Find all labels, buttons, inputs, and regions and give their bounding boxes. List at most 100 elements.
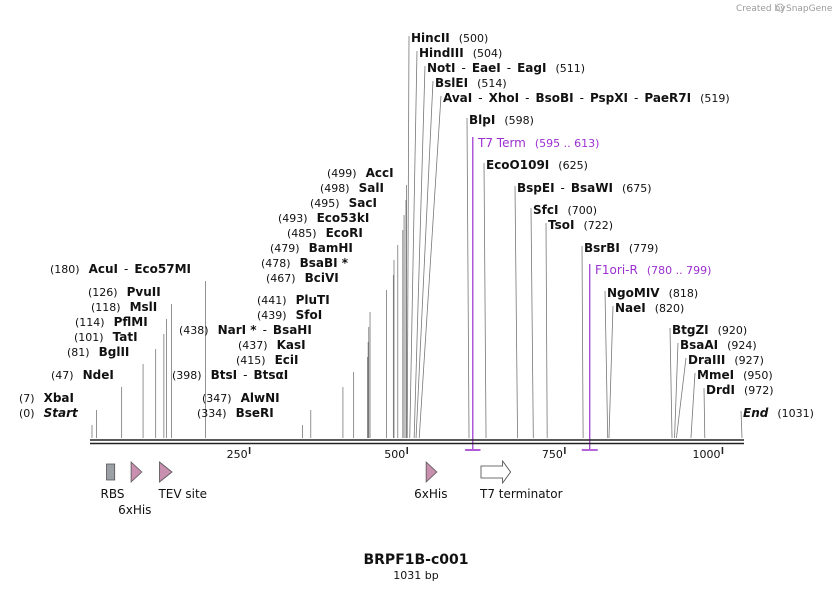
- site-position: (437): [238, 339, 268, 352]
- site-label-tsoi[interactable]: TsoI (722): [548, 218, 613, 232]
- snapgene-logo-icon: [776, 3, 784, 12]
- site-position: (818): [669, 287, 699, 300]
- site-label-xbai[interactable]: (7) XbaI: [19, 391, 74, 405]
- site-label-sfoi[interactable]: (439) SfoI: [257, 308, 322, 322]
- site-name: DraIII: [688, 353, 725, 367]
- site-label-start[interactable]: (0) Start: [19, 406, 79, 420]
- site-label-f1ori-r[interactable]: F1ori-R (780 .. 799): [595, 263, 711, 277]
- site-label-naei[interactable]: NaeI (820): [615, 301, 684, 315]
- site-label-acci[interactable]: (499) AccI: [327, 166, 394, 180]
- site-name: EaeI: [472, 61, 501, 75]
- site-leader-line: [514, 185, 518, 439]
- feature-6xhis-arrow[interactable]: [425, 461, 438, 483]
- site-label-bslei[interactable]: BslEI (514): [435, 76, 507, 90]
- site-label-ecori[interactable]: (485) EcoRI: [287, 226, 363, 240]
- site-label-sfci[interactable]: SfcI (700): [533, 203, 597, 217]
- site-label-acui-eco57mi[interactable]: (180) AcuI - Eco57MI: [50, 262, 191, 276]
- site-label-avai-xhoi-bsobi-pspxi-paer7i[interactable]: AvaI - XhoI - BsoBI - PspXI - PaeR7I (519): [443, 91, 730, 105]
- site-label-hincii[interactable]: HincII (500): [411, 31, 488, 45]
- site-label-mmei[interactable]: MmeI (950): [697, 368, 773, 382]
- feature-label-t7-terminator: T7 terminator: [479, 487, 563, 501]
- site-name: DrdI: [706, 383, 735, 397]
- site-label-btgzi[interactable]: BtgZI (920): [672, 323, 747, 337]
- feature-t7-terminator-arrow[interactable]: [480, 459, 512, 485]
- feature-label-6xhis: 6xHis: [414, 487, 447, 501]
- site-label-draiii[interactable]: DraIII (927): [688, 353, 764, 367]
- site-leader-line: [409, 50, 418, 439]
- site-label-ngomiv[interactable]: NgoMIV (818): [607, 286, 698, 300]
- site-label-sali[interactable]: (498) SalI: [320, 181, 384, 195]
- separator: -: [462, 61, 466, 75]
- separator: -: [478, 91, 482, 105]
- site-label-end[interactable]: End (1031): [743, 406, 814, 420]
- site-position: (924): [727, 339, 757, 352]
- site-label-hindiii[interactable]: HindIII (504): [419, 46, 502, 60]
- site-position: (47): [51, 369, 74, 382]
- site-name: Start: [44, 406, 79, 420]
- site-leader-line: [676, 357, 687, 439]
- separator: -: [525, 91, 529, 105]
- site-label-eco53ki[interactable]: (493) Eco53kI: [278, 211, 369, 225]
- site-label-nari-bsahi[interactable]: (438) NarI * - BsaHI: [179, 323, 312, 337]
- feature-rbs-box[interactable]: [106, 463, 116, 481]
- site-label-bglii[interactable]: (81) BglII: [67, 345, 129, 359]
- site-leader-line: [740, 410, 743, 439]
- site-label-btsi-bts-i[interactable]: (398) BtsI - BtsαI: [172, 368, 288, 382]
- site-leader-line: [483, 162, 487, 439]
- site-position: (625): [558, 159, 588, 172]
- site-name: BciVI: [305, 271, 339, 285]
- site-position: (499): [327, 167, 357, 180]
- site-name: BspEI: [517, 181, 555, 195]
- site-name: EcoO109I: [486, 158, 549, 172]
- site-name: PvuII: [127, 285, 161, 299]
- site-position: (485): [287, 227, 317, 240]
- ruler-tick-label: 250: [227, 448, 248, 461]
- site-label-bamhi[interactable]: (479) BamHI: [270, 241, 353, 255]
- site-position: (500): [459, 32, 489, 45]
- site-name: AccI: [366, 166, 394, 180]
- site-label-noti-eaei-eagi[interactable]: NotI - EaeI - EagI (511): [427, 61, 585, 75]
- site-label-kasi[interactable]: (437) KasI: [238, 338, 306, 352]
- site-position: (441): [257, 294, 287, 307]
- site-name: Eco53kI: [317, 211, 370, 225]
- site-label-t7-term[interactable]: T7 Term (595 .. 613): [477, 136, 599, 150]
- site-position: (347): [202, 392, 232, 405]
- site-name: AcuI: [89, 262, 118, 276]
- site-name: BsaWI: [571, 181, 613, 195]
- site-position: (398): [172, 369, 202, 382]
- site-name: PluTI: [296, 293, 330, 307]
- site-leader-line: [669, 327, 673, 439]
- separator: -: [580, 91, 584, 105]
- site-label-msli[interactable]: (118) MslI: [91, 300, 157, 314]
- site-label-ndei[interactable]: (47) NdeI: [51, 368, 114, 382]
- site-label-ecii[interactable]: (415) EciI: [236, 353, 298, 367]
- site-leader-line: [581, 245, 584, 439]
- site-position: (1031): [777, 407, 814, 420]
- site-position: (595 .. 613): [535, 137, 600, 150]
- site-name: KasI: [277, 338, 306, 352]
- site-label-bsaai[interactable]: BsaAI (924): [680, 338, 757, 352]
- site-label-pflmi[interactable]: (114) PflMI: [75, 315, 148, 329]
- separator: -: [561, 181, 565, 195]
- site-label-bseri[interactable]: (334) BseRI: [197, 406, 274, 420]
- site-label-bspei-bsawi[interactable]: BspEI - BsaWI (675): [517, 181, 652, 195]
- site-label-alwni[interactable]: (347) AlwNI: [202, 391, 280, 405]
- separator: -: [263, 323, 267, 337]
- site-name: BtgZI: [672, 323, 709, 337]
- site-label-pvuii[interactable]: (126) PvuII: [88, 285, 161, 299]
- site-name: PflMI: [114, 315, 148, 329]
- feature-tev-site-arrow[interactable]: [159, 461, 173, 483]
- site-label-drdi[interactable]: DrdI (972): [706, 383, 774, 397]
- site-label-pluti[interactable]: (441) PluTI: [257, 293, 330, 307]
- site-label-ecoo109i[interactable]: EcoO109I (625): [486, 158, 588, 172]
- site-label-bcivi[interactable]: (467) BciVI: [266, 271, 339, 285]
- ruler-tick-label: 500: [384, 448, 405, 461]
- feature-6xhis-arrow[interactable]: [130, 461, 143, 483]
- site-label-bsabi[interactable]: (478) BsaBI *: [261, 256, 349, 270]
- site-position: (511): [555, 62, 585, 75]
- site-name: SfcI: [533, 203, 558, 217]
- site-label-bsrbi[interactable]: BsrBI (779): [584, 241, 658, 255]
- site-label-tati[interactable]: (101) TatI: [74, 330, 138, 344]
- site-label-saci[interactable]: (495) SacI: [310, 196, 377, 210]
- site-label-blpi[interactable]: BlpI (598): [469, 113, 534, 127]
